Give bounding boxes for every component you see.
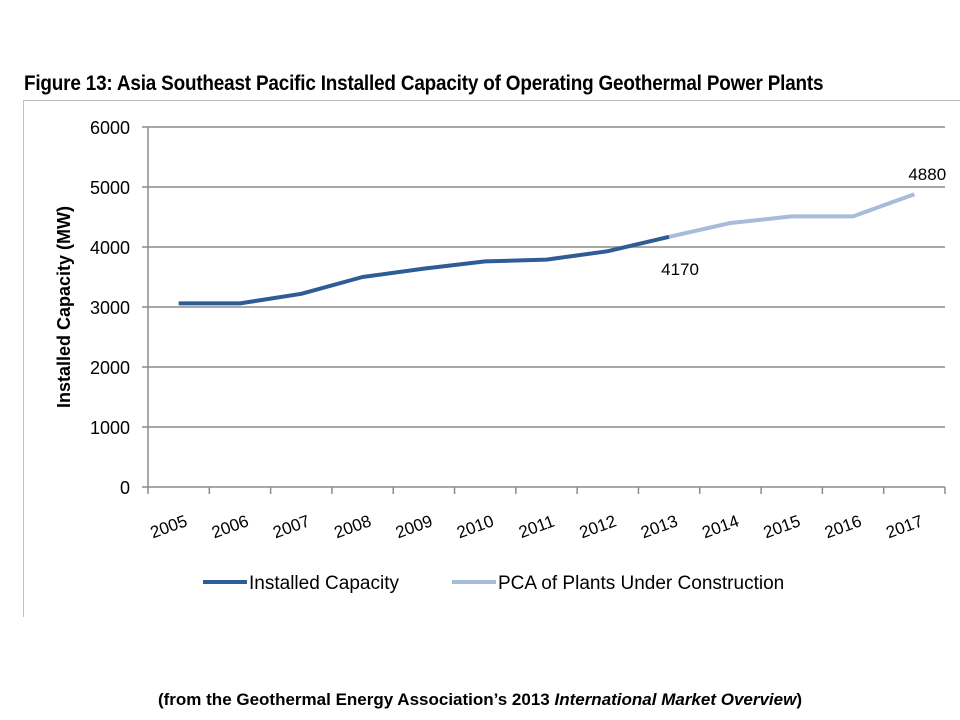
x-tick-label: 2016 xyxy=(822,511,864,542)
y-tick-label: 4000 xyxy=(90,238,130,258)
x-tick-label: 2011 xyxy=(516,512,557,542)
y-tick-label: 1000 xyxy=(90,418,130,438)
x-tick-label: 2008 xyxy=(332,511,374,542)
x-tick-label: 2005 xyxy=(148,511,190,542)
caption-suffix: ) xyxy=(796,690,803,709)
caption: (from the Geothermal Energy Association’… xyxy=(0,690,960,710)
caption-italic: International Market Overview xyxy=(554,690,797,709)
caption-prefix: (from the Geothermal Energy Association’… xyxy=(157,690,555,709)
y-tick-label: 0 xyxy=(120,478,130,498)
legend-label: PCA of Plants Under Construction xyxy=(498,573,784,594)
x-tick-label: 2017 xyxy=(883,511,925,542)
x-tick-label: 2012 xyxy=(577,511,619,542)
x-tick-label: 2013 xyxy=(638,511,680,542)
x-tick-label: 2006 xyxy=(209,511,251,542)
x-tick-label: 2015 xyxy=(761,511,803,542)
chart-title: Figure 13: Asia Southeast Pacific Instal… xyxy=(24,72,824,95)
y-tick-label: 3000 xyxy=(90,298,130,318)
chart-frame xyxy=(23,100,960,617)
x-tick-label: 2010 xyxy=(454,511,496,542)
y-axis-title: Installed Capacity (MW) xyxy=(54,206,74,408)
data-label: 4170 xyxy=(661,260,699,279)
y-tick-label: 2000 xyxy=(90,358,130,378)
series-line-pca-under-construction xyxy=(668,192,916,239)
x-tick-label: 2009 xyxy=(393,511,435,542)
x-tick-label: 2007 xyxy=(270,511,312,542)
y-tick-label: 6000 xyxy=(90,118,130,138)
y-tick-label: 5000 xyxy=(90,178,130,198)
x-tick-label: 2014 xyxy=(700,511,742,542)
legend-label: Installed Capacity xyxy=(249,573,399,594)
data-label: 4880 xyxy=(908,165,946,184)
